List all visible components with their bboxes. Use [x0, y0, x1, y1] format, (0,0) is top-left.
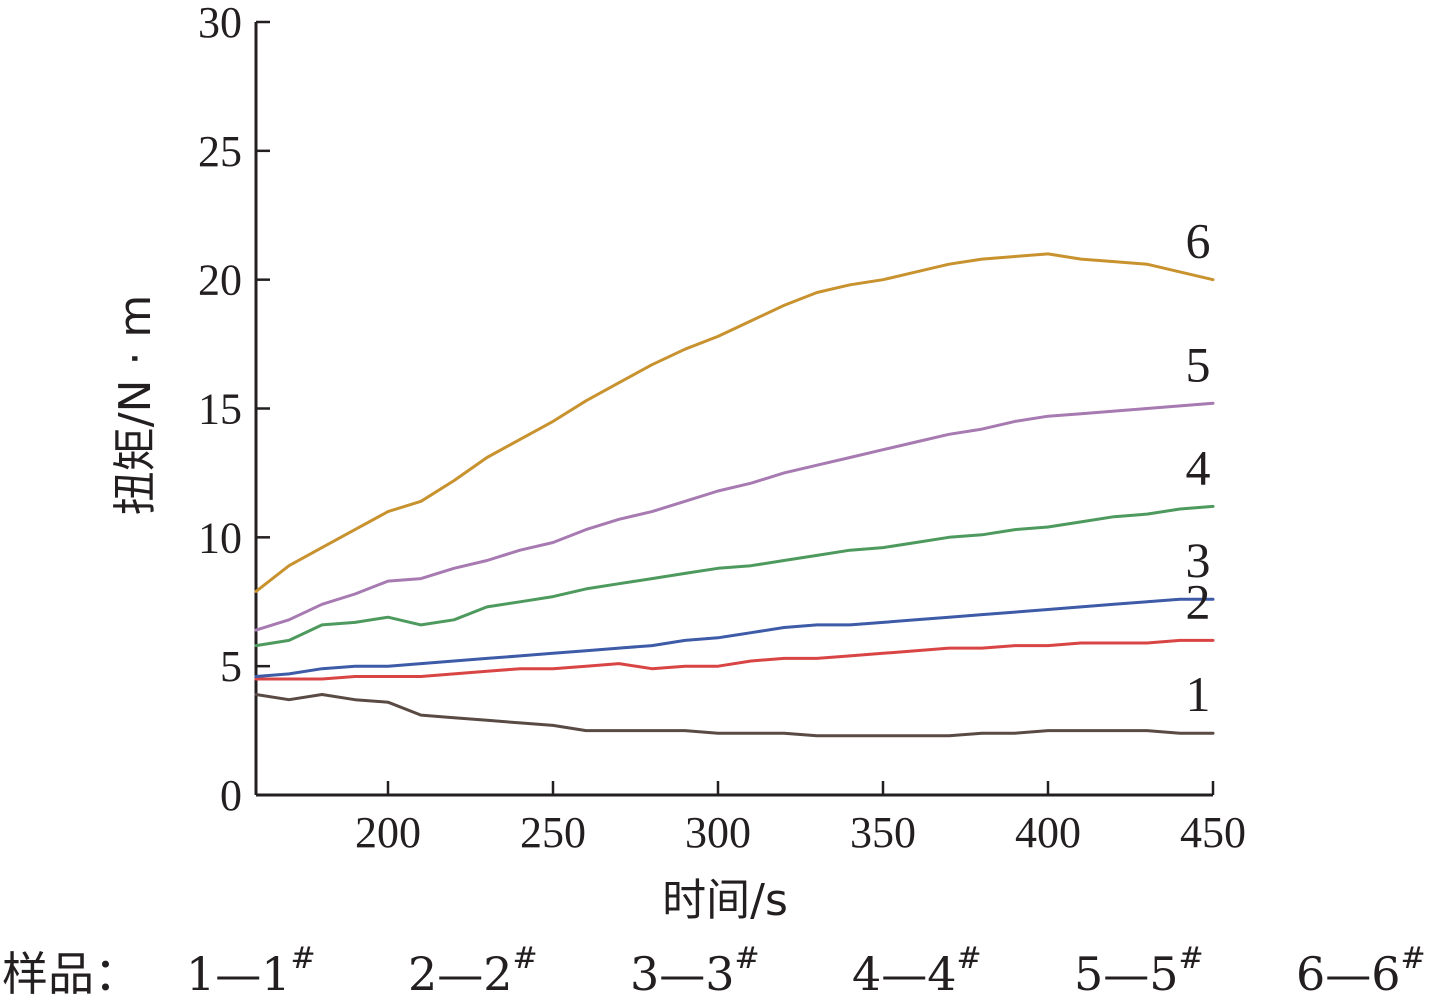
- series-line-5: [254, 401, 1215, 632]
- series-label-5: 5: [1186, 336, 1211, 392]
- series-group: [254, 252, 1215, 738]
- series-label-3: 3: [1186, 532, 1211, 588]
- legend-item-1: 1—1#: [186, 941, 316, 1001]
- legend-caption: 样品： 1—1# 2—2# 3—3# 4—4# 5—5# 6—6#: [2, 941, 1426, 1001]
- series-label-2: 2: [1186, 573, 1211, 629]
- y-tick-label: 25: [198, 127, 242, 176]
- legend-item-4: 4—4#: [852, 941, 982, 1001]
- series-line-4: [254, 504, 1215, 648]
- legend-item-3: 3—3#: [630, 941, 760, 1001]
- series-label-4: 4: [1186, 439, 1211, 495]
- y-tick-label: 30: [198, 0, 242, 47]
- legend-item-5: 5—5#: [1074, 941, 1204, 1001]
- series-line-6: [254, 252, 1215, 593]
- y-tick-label: 10: [198, 513, 242, 562]
- legend-item-6: 6—6#: [1296, 941, 1426, 1001]
- x-axis-title: 时间/s: [662, 875, 788, 926]
- x-tick-label: 400: [1015, 808, 1081, 857]
- axes: [254, 22, 1213, 797]
- series-line-1: [254, 693, 1215, 738]
- y-tick-label: 0: [220, 771, 242, 820]
- y-axis-title: 扭矩/N · m: [110, 295, 161, 516]
- legend-item-2: 2—2#: [408, 941, 538, 1001]
- series-label-6: 6: [1186, 213, 1211, 269]
- x-tick-label: 300: [685, 808, 751, 857]
- tick-marks: [256, 20, 1215, 797]
- y-tick-label: 20: [198, 256, 242, 305]
- legend-prefix: 样品：: [2, 947, 140, 1001]
- y-tick-label: 15: [198, 385, 242, 434]
- x-tick-label: 200: [355, 808, 421, 857]
- series-line-2: [254, 638, 1215, 681]
- x-tick-label: 450: [1180, 808, 1246, 857]
- x-tick-label: 250: [520, 808, 586, 857]
- series-line-3: [254, 597, 1215, 678]
- x-tick-label: 350: [850, 808, 916, 857]
- y-tick-label: 5: [220, 642, 242, 691]
- series-label-1: 1: [1186, 666, 1211, 722]
